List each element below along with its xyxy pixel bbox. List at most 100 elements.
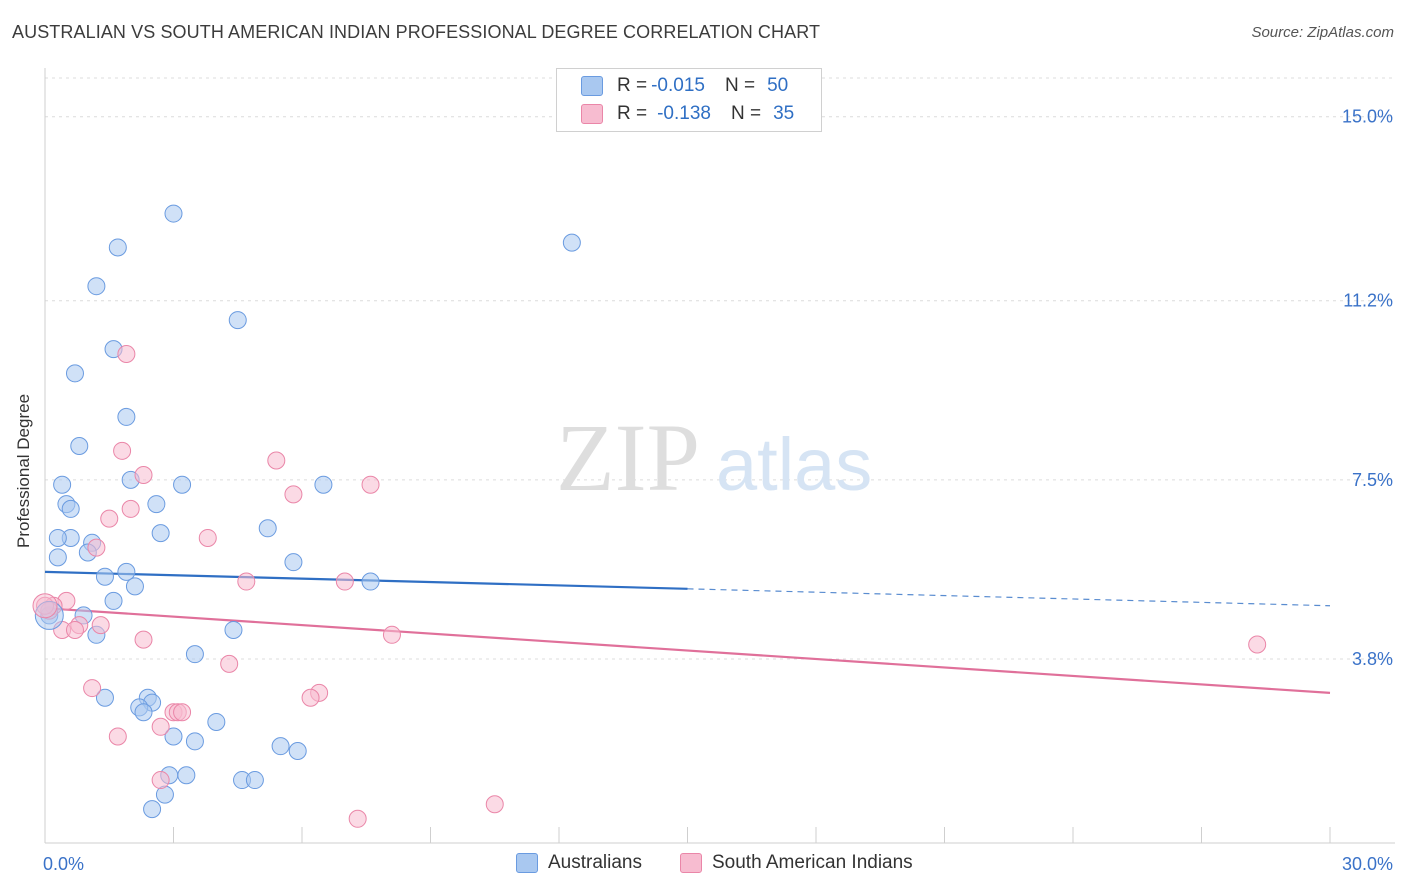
axes [44,68,1395,844]
y-tick-label: 3.8% [1352,649,1393,669]
point-south-american-indians [382,625,401,644]
point-australians [151,524,170,543]
n-label: N = [724,75,756,96]
gridlines [45,77,1395,660]
swatch-south-american-indians [581,104,603,124]
r-label: R = [617,75,648,96]
point-australians [288,742,307,761]
legend-row-south-american-indians: R = -0.138 N = 35 [581,101,794,127]
swatch-australians [516,853,538,873]
point-australians [134,703,153,722]
correlation-legend: R = -0.015 N = 50 R = -0.138 N = 35 [556,68,822,132]
point-south-american-indians [485,795,504,814]
series-legend: Australians South American Indians [0,852,1406,878]
point-south-american-indians [237,572,256,591]
swatch-australians [581,76,603,96]
chart-title: AUSTRALIAN VS SOUTH AMERICAN INDIAN PROF… [12,22,821,42]
point-south-american-indians [220,654,239,673]
point-australians [164,727,183,746]
point-australians [207,712,226,731]
point-south-american-indians [65,620,84,639]
trend-line-south-american-indians [44,607,1331,695]
point-australians [245,771,264,790]
point-australians [228,311,247,330]
point-south-american-indians [198,528,217,547]
point-south-american-indians [121,499,140,518]
point-australians [258,519,277,538]
r-value: -0.138 [657,103,711,124]
point-australians [65,364,84,383]
source-label: Source: ZipAtlas.com [1251,24,1394,41]
point-south-american-indians [267,451,286,470]
point-south-american-indians [348,809,367,828]
point-australians [361,572,380,591]
watermark-zip: ZIP [556,404,700,511]
legend-item-australians[interactable]: Australians [516,852,642,874]
data-points [32,204,1267,828]
point-australians [95,688,114,707]
y-tick-label: 15.0% [1342,107,1393,127]
legend-item-south-american-indians[interactable]: South American Indians [680,852,913,874]
point-australians [108,238,127,257]
point-australians [562,233,581,252]
tick-labels: 3.8% 7.5% 11.2% 15.0% 0.0% 30.0% [43,107,1393,874]
legend-label-australians: Australians [548,852,642,873]
point-south-american-indians [117,344,136,363]
point-australians [48,548,67,567]
point-south-american-indians [335,572,354,591]
point-australians [284,553,303,572]
watermark: ZIP atlas [556,404,872,511]
r-value: -0.015 [651,75,705,96]
r-label: R = [617,103,648,124]
point-australians [125,577,144,596]
point-south-american-indians-cluster [32,593,58,619]
point-australians [48,528,67,547]
point-australians [61,499,80,518]
y-axis-label: Professional Degree [14,393,33,548]
point-australians [271,737,290,756]
watermark-atlas: atlas [716,423,872,506]
point-australians [147,495,166,514]
swatch-south-american-indians [680,853,702,873]
point-south-american-indians [83,679,102,698]
x-tick-label: 0.0% [43,854,84,874]
point-australians [185,645,204,664]
point-south-american-indians [134,466,153,485]
point-australians [117,562,136,581]
point-australians [53,475,72,494]
point-south-american-indians [173,703,192,722]
point-australians [173,475,192,494]
point-australians [224,620,243,639]
point-australians [314,475,333,494]
point-south-american-indians [108,727,127,746]
y-tick-label: 7.5% [1352,470,1393,490]
point-south-american-indians [91,616,110,635]
point-australians [70,436,89,455]
point-south-american-indians [134,630,153,649]
trend-line-australians-extrapolated [687,588,1331,607]
point-south-american-indians [301,688,320,707]
n-value: 35 [773,103,795,124]
point-south-american-indians [87,538,106,557]
point-australians [104,591,123,610]
point-australians [143,800,162,819]
point-south-american-indians [361,475,380,494]
point-australians [95,567,114,586]
legend-row-australians: R = -0.015 N = 50 [581,73,788,99]
point-australians [177,766,196,785]
legend-label-south-american-indians: South American Indians [712,852,913,873]
x-tick-label: 30.0% [1342,854,1393,874]
point-australians [87,277,106,296]
point-south-american-indians [1248,635,1267,654]
point-south-american-indians [113,441,132,460]
point-south-american-indians [100,509,119,528]
n-value: 50 [767,75,789,96]
n-label: N = [730,103,762,124]
point-south-american-indians [151,717,170,736]
y-tick-label: 11.2% [1343,291,1393,311]
point-south-american-indians [151,771,170,790]
point-australians [117,407,136,426]
point-australians [164,204,183,223]
point-australians [185,732,204,751]
